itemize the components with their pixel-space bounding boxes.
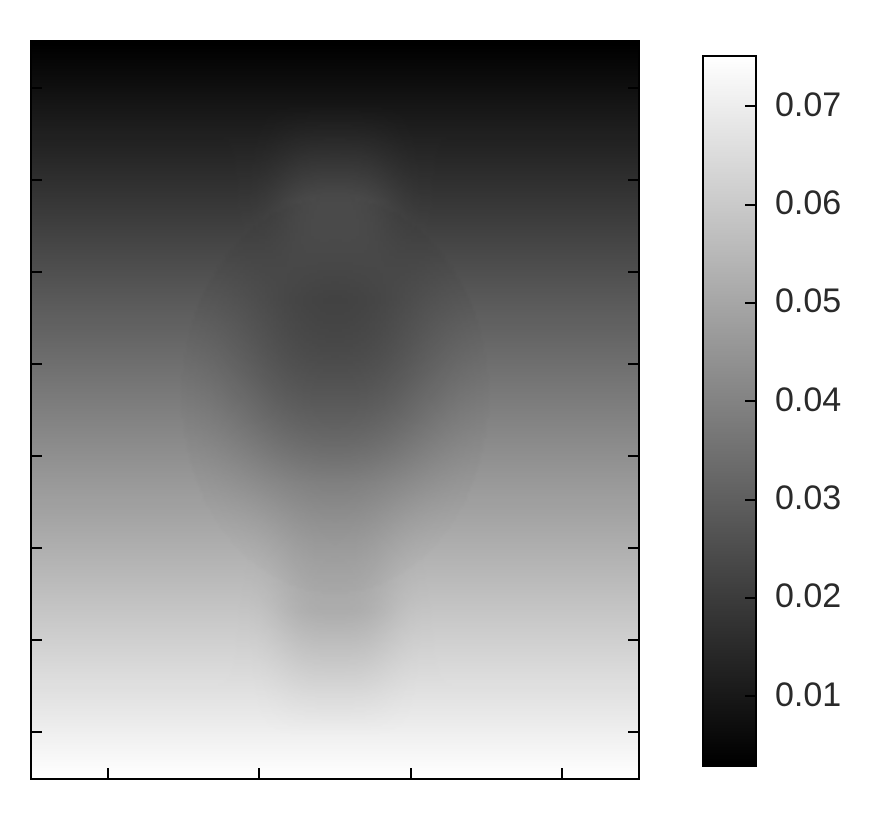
y-tick (32, 87, 42, 89)
colorbar-tick-label: 0.03 (775, 479, 841, 518)
y-tick (628, 455, 638, 457)
colorbar-tick (745, 499, 755, 501)
colorbar-tick (745, 204, 755, 206)
colorbar-tick-label: 0.04 (775, 381, 841, 420)
colorbar-tick-label: 0.06 (775, 184, 841, 223)
y-tick (32, 271, 42, 273)
colorbar-tick-label: 0.05 (775, 282, 841, 321)
colorbar-tick-label: 0.02 (775, 577, 841, 616)
colorbar-tick (745, 695, 755, 697)
y-tick (32, 363, 42, 365)
heatmap-image (32, 42, 638, 778)
y-tick (32, 547, 42, 549)
colorbar-gradient (704, 57, 755, 765)
colorbar-tick-label: 0.01 (775, 676, 841, 715)
colorbar-tick-label: 0.07 (775, 86, 841, 125)
y-tick (628, 179, 638, 181)
colorbar (702, 55, 757, 767)
figure: 0.07 0.06 0.05 0.04 0.03 0.02 0.01 (0, 0, 885, 817)
y-tick (628, 271, 638, 273)
y-tick (628, 547, 638, 549)
y-tick (628, 363, 638, 365)
y-tick (32, 455, 42, 457)
colorbar-tick (745, 400, 755, 402)
heatmap-axes (30, 40, 640, 780)
y-tick (32, 179, 42, 181)
x-tick (410, 768, 412, 778)
x-tick (107, 768, 109, 778)
y-tick (628, 87, 638, 89)
colorbar-tick (745, 302, 755, 304)
x-tick (258, 768, 260, 778)
colorbar-tick (745, 597, 755, 599)
x-tick (561, 768, 563, 778)
y-tick (628, 639, 638, 641)
y-tick (32, 731, 42, 733)
colorbar-tick (745, 105, 755, 107)
y-tick (628, 731, 638, 733)
y-tick (32, 639, 42, 641)
